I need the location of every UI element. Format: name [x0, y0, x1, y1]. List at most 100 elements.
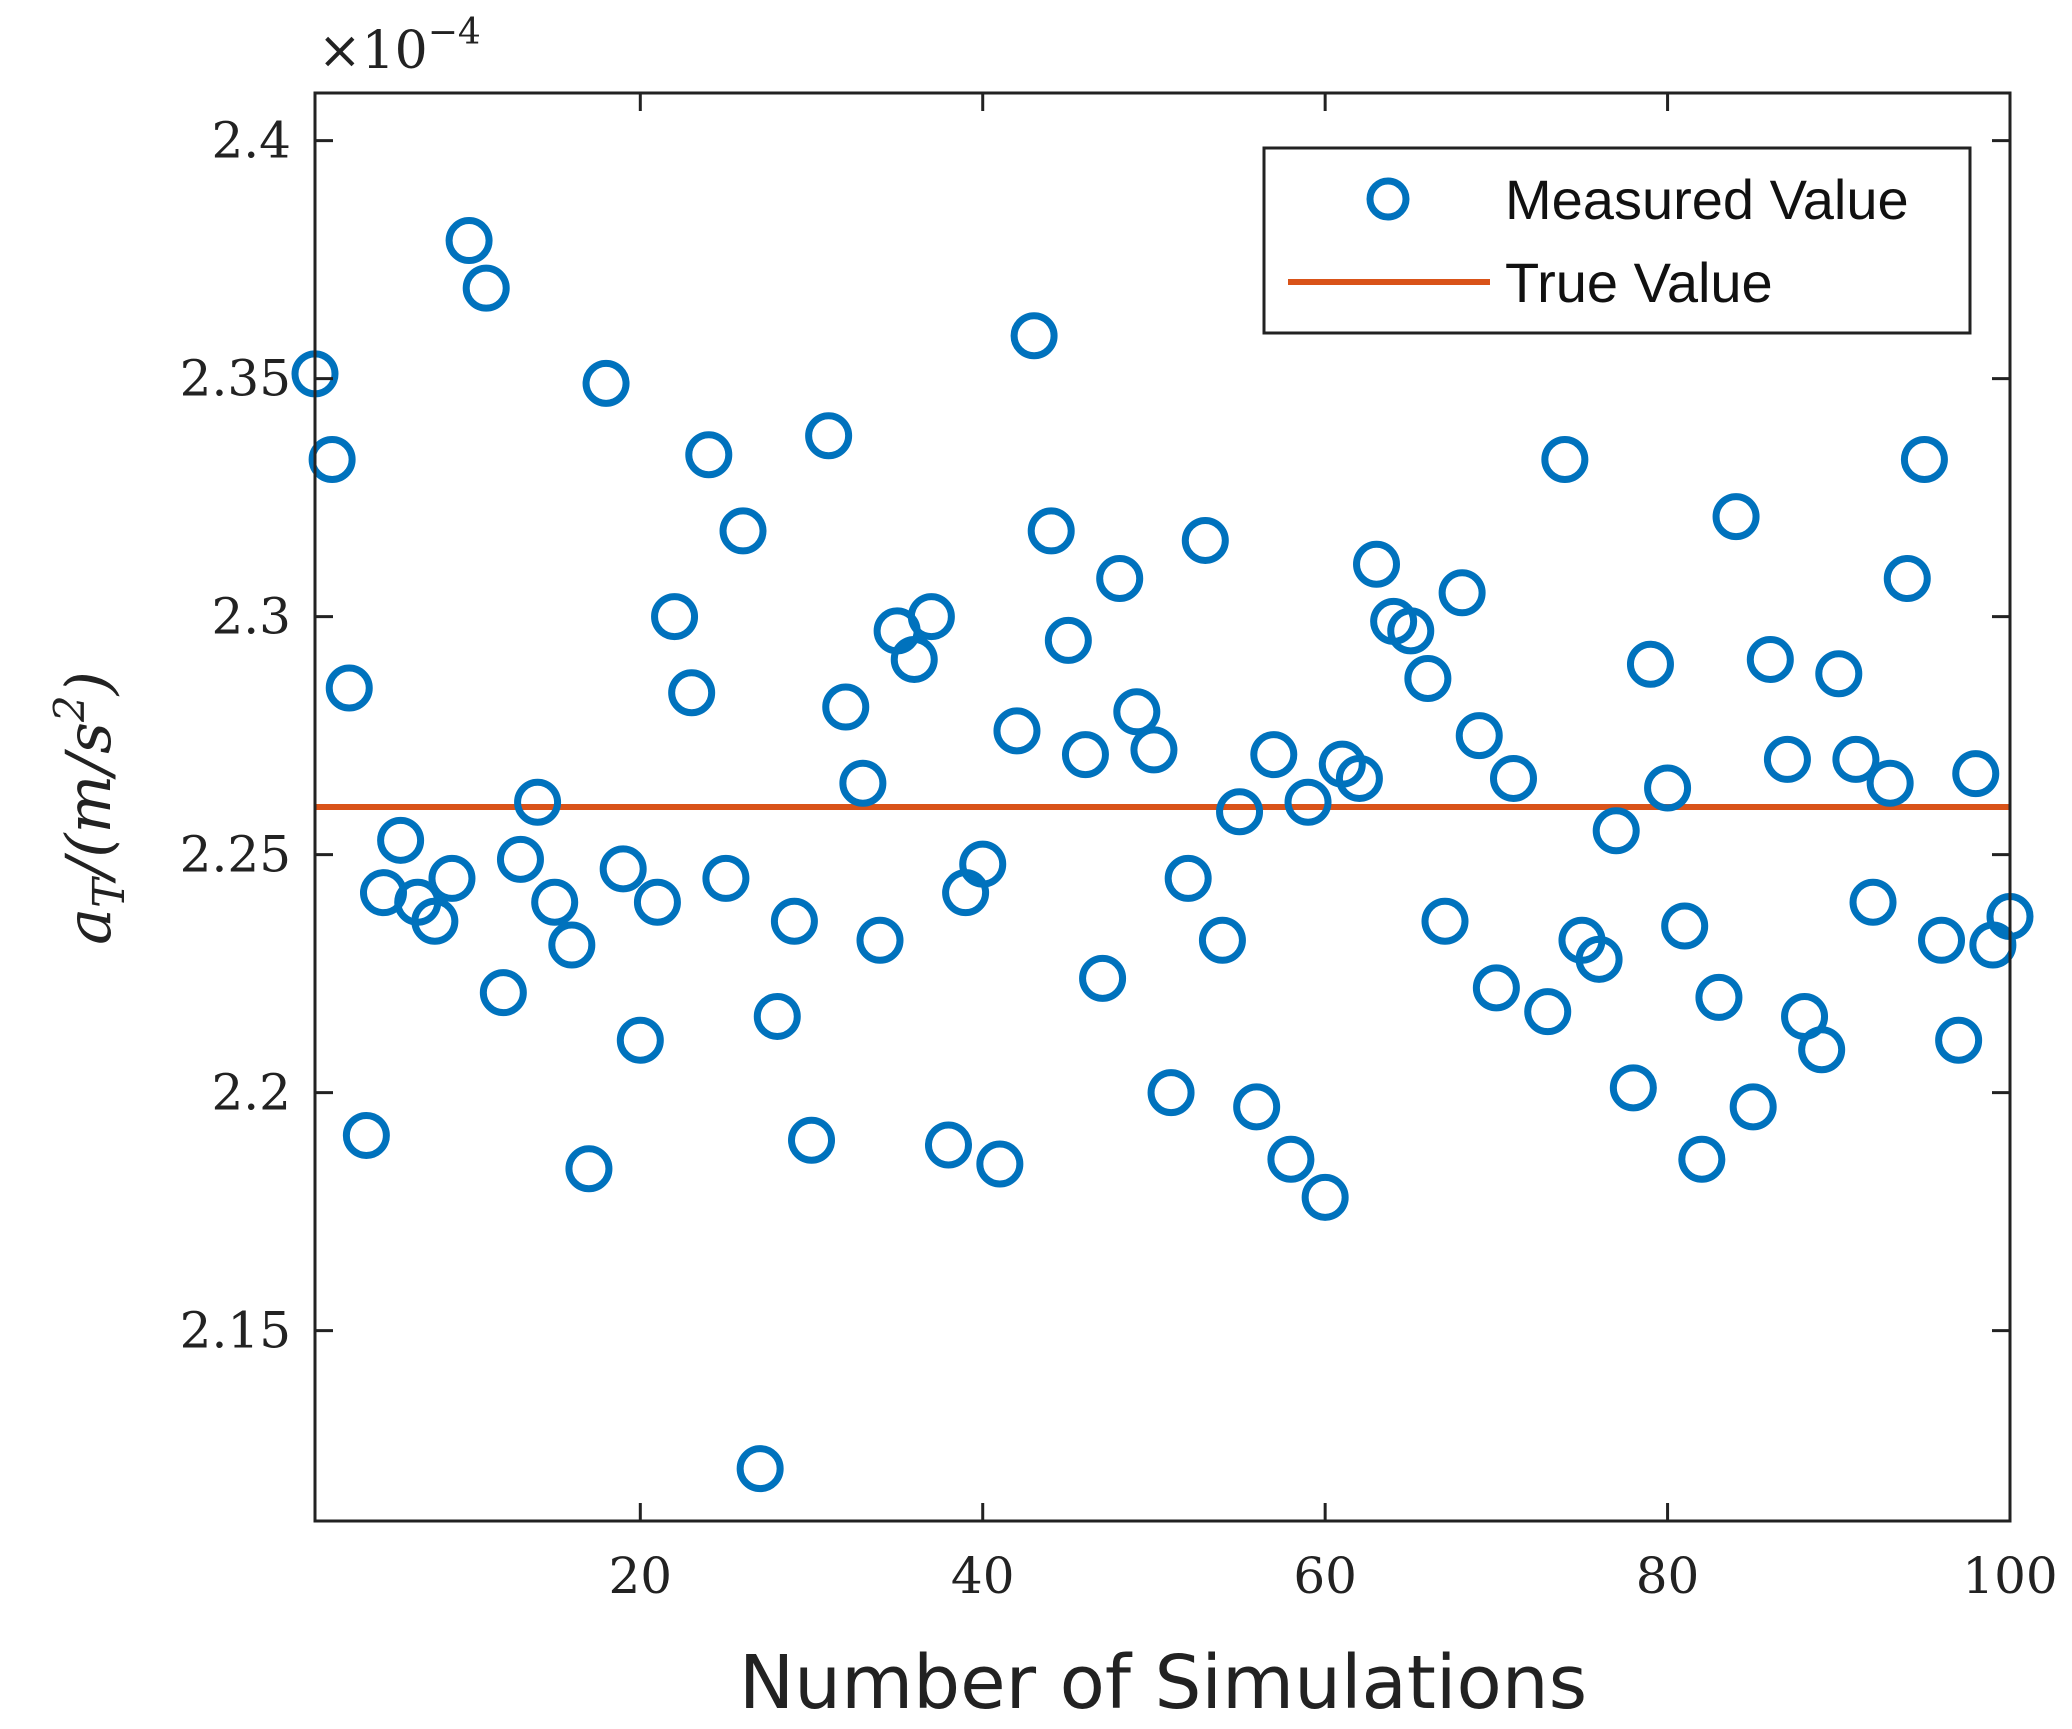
legend-label-measured: Measured Value: [1505, 168, 1909, 231]
measured-point: [1678, 1135, 1726, 1183]
measured-point: [479, 969, 527, 1017]
measured-point: [411, 897, 459, 945]
y-tick-label: 2.25: [180, 826, 291, 884]
measured-point: [1815, 650, 1863, 698]
measured-point: [1353, 540, 1401, 588]
legend: Measured Value True Value: [1262, 146, 1972, 335]
measured-point: [445, 217, 493, 265]
y-axis-title-superscript: 2: [45, 695, 94, 723]
y-axis-title-rest: /(m/s: [52, 722, 125, 884]
axis-ticks: 20 40 60 80 100 2.15 2.2 2.25 2.3 2.35 2.4: [180, 93, 2058, 1605]
measured-point: [1763, 735, 1811, 783]
measured-point: [770, 897, 818, 945]
measured-point: [1010, 312, 1058, 360]
measured-point: [1472, 964, 1520, 1012]
measured-point: [548, 921, 596, 969]
measured-point: [719, 507, 767, 555]
measured-point: [1387, 607, 1435, 655]
measured-point: [1130, 726, 1178, 774]
measured-point: [685, 431, 733, 479]
measured-point: [753, 992, 801, 1040]
measured-point: [428, 854, 476, 902]
y-axis-title-close: ): [52, 671, 125, 697]
measured-point: [308, 436, 356, 484]
measured-point: [1644, 764, 1692, 812]
measured-point: [1335, 754, 1383, 802]
x-tick-label: 20: [608, 1547, 672, 1605]
measured-point: [377, 816, 425, 864]
measured-point: [1952, 750, 2000, 798]
measured-point: [1181, 516, 1229, 564]
measured-point: [1609, 1064, 1657, 1112]
measured-point: [1592, 807, 1640, 855]
measured-point: [1935, 1016, 1983, 1064]
measured-point: [514, 778, 562, 826]
measured-point: [1096, 555, 1144, 603]
measured-point: [1626, 640, 1674, 688]
measured-point: [633, 878, 681, 926]
y-tick-label: 2.15: [180, 1302, 291, 1360]
measured-point: [822, 683, 870, 731]
measured-point: [1798, 1026, 1846, 1074]
measured-point: [616, 1016, 664, 1064]
measured-point: [599, 845, 647, 893]
measured-point: [1524, 988, 1572, 1036]
measured-point: [1832, 735, 1880, 783]
measured-point: [959, 840, 1007, 888]
measured-point: [1746, 635, 1794, 683]
measured-point: [1061, 731, 1109, 779]
measured-point: [702, 854, 750, 902]
measured-point: [1438, 569, 1486, 617]
exponent-multiplier: ×10−4: [318, 12, 481, 81]
measured-point: [1113, 688, 1161, 736]
legend-marker-measured: [1366, 177, 1410, 221]
measured-point: [1455, 712, 1503, 760]
measured-point: [1404, 654, 1452, 702]
measured-point: [1250, 731, 1298, 779]
measured-point: [582, 359, 630, 407]
measured-point: [462, 264, 510, 312]
measured-point: [839, 759, 887, 807]
measured-point: [1233, 1083, 1281, 1131]
measured-point: [1284, 778, 1332, 826]
y-tick-label: 2.4: [211, 112, 291, 170]
measured-point: [788, 1116, 836, 1164]
exponent-times: ×10: [318, 21, 428, 81]
y-axis-title-subscript: T: [84, 875, 135, 908]
measured-point: [1695, 973, 1743, 1021]
measured-point: [736, 1445, 784, 1493]
measured-point: [1489, 754, 1537, 802]
x-axis-title: Number of Simulations: [739, 1640, 1587, 1726]
x-tick-label: 100: [1962, 1547, 2057, 1605]
measured-point: [1164, 854, 1212, 902]
measured-point: [1079, 954, 1127, 1002]
measured-point: [531, 878, 579, 926]
measured-point: [1267, 1135, 1315, 1183]
measured-point: [1421, 897, 1469, 945]
measured-point: [668, 669, 716, 717]
exponent-power: −4: [428, 12, 481, 53]
measured-point: [993, 707, 1041, 755]
measured-point: [496, 835, 544, 883]
measured-point: [924, 1121, 972, 1169]
measured-point: [890, 635, 938, 683]
measured-point: [1541, 436, 1589, 484]
measured-point: [1729, 1083, 1777, 1131]
measured-point: [651, 593, 699, 641]
measured-point: [565, 1145, 613, 1193]
legend-label-true: True Value: [1505, 251, 1773, 314]
measured-point: [1849, 878, 1897, 926]
measured-point: [1712, 493, 1760, 541]
measured-point: [856, 916, 904, 964]
measured-point: [325, 664, 373, 712]
measured-point: [1661, 902, 1709, 950]
measured-point: [1883, 555, 1931, 603]
measured-point: [976, 1140, 1024, 1188]
y-axis-title-base: a: [52, 908, 125, 945]
measured-point: [1198, 916, 1246, 964]
x-tick-label: 60: [1293, 1547, 1357, 1605]
measured-point: [1044, 616, 1092, 664]
measured-point: [1301, 1173, 1349, 1221]
